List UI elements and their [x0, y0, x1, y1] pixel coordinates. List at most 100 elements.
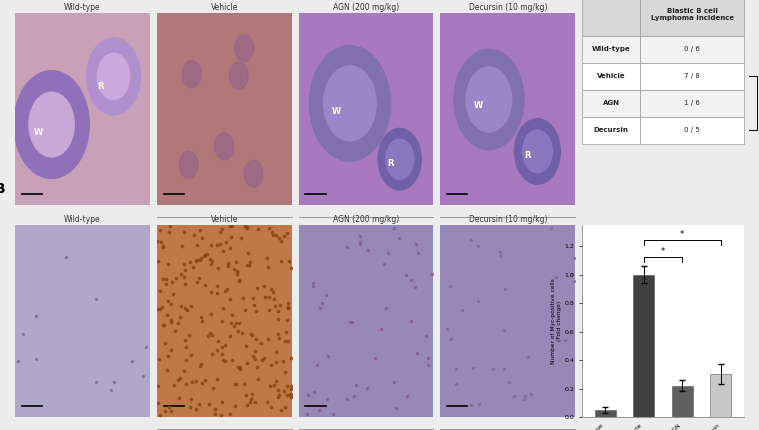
- Point: [205, 242, 217, 249]
- Point: [152, 258, 164, 264]
- Point: [279, 338, 291, 344]
- Point: [265, 404, 277, 411]
- Point: [151, 238, 163, 245]
- Point: [445, 335, 457, 342]
- Point: [12, 357, 24, 364]
- Point: [263, 382, 276, 389]
- Point: [341, 395, 353, 402]
- Point: [222, 286, 234, 292]
- Point: [199, 252, 211, 258]
- Point: [214, 241, 226, 248]
- Point: [250, 307, 262, 314]
- Point: [472, 298, 484, 305]
- Point: [194, 257, 206, 264]
- Point: [249, 399, 261, 406]
- Point: [186, 378, 198, 385]
- Text: Eμ-myc: Eμ-myc: [351, 236, 382, 245]
- Bar: [641, 36, 744, 63]
- Point: [217, 357, 229, 364]
- Point: [565, 271, 578, 278]
- Point: [354, 233, 366, 240]
- Point: [259, 294, 271, 301]
- Text: B: B: [0, 182, 5, 196]
- Circle shape: [310, 46, 390, 161]
- Point: [308, 388, 320, 395]
- Point: [449, 381, 461, 387]
- Point: [163, 229, 175, 236]
- Point: [165, 318, 177, 325]
- Point: [108, 379, 120, 386]
- Point: [233, 278, 245, 285]
- Point: [230, 258, 242, 265]
- Point: [191, 256, 203, 263]
- Point: [228, 265, 240, 272]
- Point: [226, 357, 238, 364]
- Point: [316, 299, 328, 306]
- Point: [354, 241, 367, 248]
- Point: [345, 319, 357, 326]
- Point: [282, 338, 294, 345]
- Point: [255, 340, 267, 347]
- Bar: [641, 63, 744, 90]
- Point: [272, 393, 284, 400]
- Point: [184, 303, 197, 310]
- Point: [165, 346, 177, 353]
- Text: 7 / 8: 7 / 8: [684, 74, 700, 80]
- Point: [272, 391, 285, 398]
- Point: [219, 287, 231, 294]
- Point: [498, 366, 510, 372]
- Point: [252, 376, 264, 383]
- Point: [389, 224, 401, 231]
- Point: [269, 303, 282, 310]
- Point: [270, 348, 282, 355]
- Point: [156, 304, 168, 311]
- Point: [90, 296, 102, 303]
- Point: [154, 227, 166, 234]
- Point: [282, 316, 294, 323]
- Point: [368, 354, 380, 361]
- Point: [180, 344, 192, 350]
- Point: [266, 229, 278, 236]
- Bar: [582, 0, 641, 36]
- Bar: [641, 0, 744, 36]
- Point: [245, 331, 257, 338]
- Point: [234, 363, 246, 370]
- Circle shape: [182, 61, 201, 88]
- Point: [272, 316, 284, 323]
- Point: [272, 387, 284, 393]
- Text: R: R: [387, 159, 393, 168]
- Point: [341, 244, 353, 251]
- Circle shape: [244, 160, 263, 187]
- Point: [272, 335, 285, 342]
- Point: [350, 382, 362, 389]
- Point: [270, 358, 282, 365]
- Point: [401, 393, 413, 399]
- Point: [389, 378, 401, 385]
- Bar: [641, 117, 744, 144]
- Point: [251, 285, 263, 292]
- Point: [222, 263, 234, 270]
- Point: [503, 378, 515, 385]
- Point: [159, 407, 171, 414]
- Point: [285, 394, 297, 401]
- Circle shape: [466, 67, 512, 132]
- Point: [194, 362, 206, 369]
- Title: Decursin (10 mg/kg): Decursin (10 mg/kg): [468, 215, 547, 224]
- Point: [234, 365, 246, 372]
- Point: [268, 296, 280, 303]
- Point: [194, 227, 206, 233]
- Point: [196, 317, 208, 324]
- Point: [559, 336, 571, 343]
- Point: [272, 330, 284, 337]
- Point: [285, 391, 297, 398]
- Point: [231, 328, 244, 335]
- Point: [179, 305, 191, 312]
- Point: [322, 353, 334, 359]
- Point: [176, 243, 188, 250]
- Text: Vehicle: Vehicle: [597, 74, 625, 80]
- Point: [185, 396, 197, 402]
- Point: [233, 319, 245, 326]
- Point: [211, 290, 223, 297]
- Point: [499, 286, 511, 292]
- Point: [196, 380, 208, 387]
